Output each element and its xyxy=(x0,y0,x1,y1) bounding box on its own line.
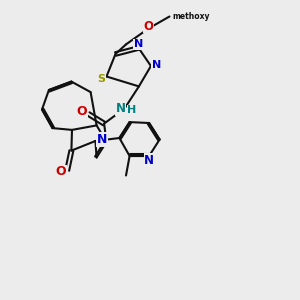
Text: O: O xyxy=(55,165,66,178)
Text: S: S xyxy=(97,74,105,84)
Text: N: N xyxy=(97,133,107,146)
Text: N: N xyxy=(134,39,143,50)
Text: N: N xyxy=(116,102,126,115)
Text: N: N xyxy=(152,59,161,70)
Text: methoxy: methoxy xyxy=(172,12,210,21)
Text: O: O xyxy=(143,20,154,33)
Text: O: O xyxy=(76,105,87,118)
Text: N: N xyxy=(144,154,154,167)
Text: H: H xyxy=(128,105,136,115)
